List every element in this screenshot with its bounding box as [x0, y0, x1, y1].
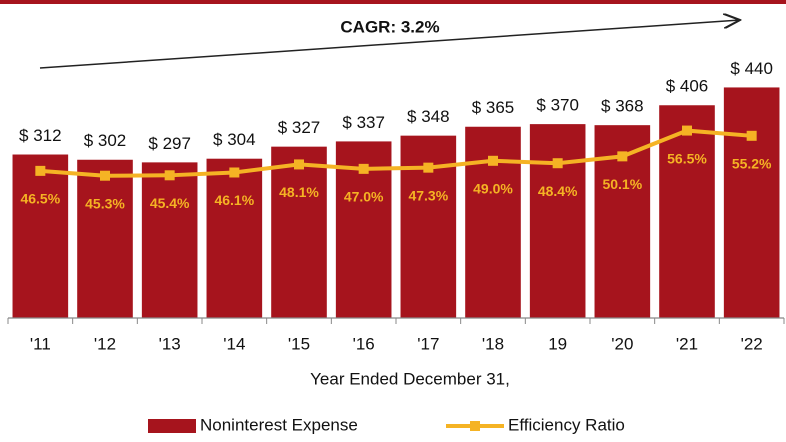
line-value-label: 45.3% — [85, 195, 125, 211]
bar — [723, 87, 780, 318]
x-tick-label: '20 — [611, 334, 633, 353]
bar — [659, 105, 715, 318]
x-tick-label: '13 — [159, 334, 181, 353]
x-tick-label: '22 — [741, 334, 763, 353]
x-tick-label: '16 — [353, 334, 375, 353]
line-value-label: 46.5% — [20, 191, 60, 207]
bar-value-label: $ 368 — [601, 97, 644, 116]
bar-value-label: $ 440 — [730, 59, 773, 78]
x-tick-label: '18 — [482, 334, 504, 353]
bar — [529, 124, 586, 319]
line — [40, 128, 752, 178]
line-marker — [35, 165, 46, 176]
bar-value-label: $ 312 — [19, 126, 62, 145]
line-marker — [488, 155, 498, 166]
x-tick-label: '15 — [288, 334, 310, 353]
line-marker — [552, 158, 563, 169]
bar-value-label: $ 370 — [536, 96, 579, 115]
line-marker — [164, 170, 175, 181]
line-marker — [294, 159, 304, 170]
legend-label: Noninterest Expense — [200, 415, 358, 434]
line-marker — [229, 167, 240, 178]
x-tick-label: '11 — [30, 334, 51, 353]
legend-label: Efficiency Ratio — [508, 415, 625, 434]
line-value-label: 48.1% — [279, 184, 319, 200]
x-tick-label: '12 — [94, 334, 116, 353]
bar — [77, 159, 133, 318]
bar-value-label: $ 304 — [213, 130, 256, 149]
annotation: CAGR: 3.2% — [340, 17, 439, 36]
bar-value-label: $ 302 — [84, 131, 127, 150]
x-tick-label: '21 — [676, 334, 698, 353]
line-value-label: 46.1% — [214, 192, 254, 208]
line-marker — [358, 163, 369, 174]
line-value-label: 50.1% — [602, 176, 642, 192]
cagr-arrow — [39, 20, 740, 69]
line-value-label: 49.0% — [473, 181, 513, 197]
x-tick-label: 19 — [548, 334, 567, 353]
x-tick-label: '14 — [223, 334, 245, 353]
line-marker — [423, 162, 434, 173]
line-marker — [617, 151, 628, 162]
bar — [141, 162, 198, 318]
x-axis-title: Year Ended December 31, — [310, 369, 510, 388]
line-marker — [682, 125, 692, 136]
line-value-label: 56.5% — [667, 150, 707, 166]
bar-value-label: $ 365 — [472, 98, 515, 117]
bar-value-label: $ 297 — [148, 134, 191, 153]
bar-value-label: $ 337 — [342, 113, 385, 132]
line-value-label: 55.2% — [732, 156, 772, 172]
legend-marker — [470, 421, 480, 431]
line-marker — [746, 130, 757, 141]
bar — [271, 146, 327, 318]
line-value-label: 47.0% — [344, 189, 384, 205]
bar-value-label: $ 327 — [278, 118, 321, 137]
x-tick-label: '17 — [417, 334, 439, 353]
bar-value-label: $ 406 — [666, 77, 709, 96]
bar — [12, 154, 69, 318]
line-value-label: 47.3% — [408, 187, 448, 203]
bar — [465, 126, 521, 319]
line-marker — [100, 170, 110, 181]
bar-value-label: $ 348 — [407, 107, 450, 126]
legend-swatch — [148, 419, 196, 433]
line-value-label: 48.4% — [538, 183, 578, 199]
line-value-label: 45.4% — [150, 195, 190, 211]
bar — [206, 158, 263, 318]
